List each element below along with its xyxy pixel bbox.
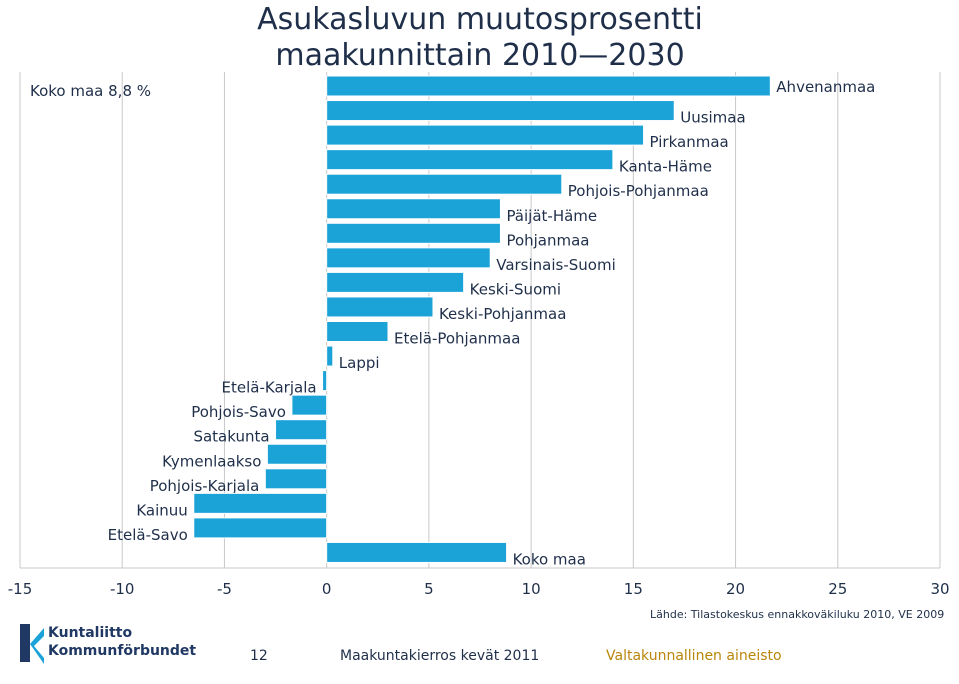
bar bbox=[193, 492, 328, 514]
footer-tag: Valtakunnallinen aineisto bbox=[606, 648, 782, 664]
category-label: Etelä-Pohjanmaa bbox=[394, 330, 520, 348]
category-label: Keski-Pohjanmaa bbox=[439, 305, 566, 323]
category-label: Keski-Suomi bbox=[470, 280, 561, 298]
x-tick-label: 20 bbox=[726, 580, 745, 598]
x-tick-label: -15 bbox=[8, 580, 33, 598]
bar bbox=[326, 124, 645, 146]
bar bbox=[266, 443, 328, 465]
footer-page-number: 12 bbox=[250, 648, 268, 664]
category-label: Ahvenanmaa bbox=[776, 78, 875, 96]
x-tick-label: 5 bbox=[424, 580, 434, 598]
logo-mark-icon bbox=[20, 624, 44, 664]
category-label: Pohjois-Karjala bbox=[150, 477, 260, 495]
bar bbox=[275, 419, 328, 441]
category-label: Etelä-Savo bbox=[108, 526, 188, 544]
source-note: Lähde: Tilastokeskus ennakkoväkiluku 201… bbox=[650, 608, 945, 621]
category-label: Pohjanmaa bbox=[506, 231, 589, 249]
bar bbox=[326, 173, 563, 195]
category-label: Pohjois-Pohjanmaa bbox=[568, 182, 709, 200]
x-tick-label: 25 bbox=[828, 580, 847, 598]
category-label: Pirkanmaa bbox=[650, 133, 729, 151]
x-tick-label: 30 bbox=[930, 580, 949, 598]
bar bbox=[326, 198, 501, 220]
category-label: Etelä-Karjala bbox=[222, 379, 317, 397]
bar bbox=[326, 222, 501, 244]
category-label: Koko maa bbox=[513, 550, 586, 568]
bar bbox=[326, 345, 334, 367]
title-line-1: Asukasluvun muutosprosentti bbox=[257, 2, 703, 37]
bar bbox=[326, 541, 508, 563]
title-line-2: maakunnittain 2010—2030 bbox=[275, 38, 685, 73]
bar bbox=[326, 321, 389, 342]
x-tick-label: 10 bbox=[522, 580, 541, 598]
bar bbox=[326, 247, 491, 269]
bar bbox=[326, 271, 465, 293]
logo-line-2: Kommunförbundet bbox=[48, 643, 197, 659]
bar bbox=[326, 149, 614, 171]
bar bbox=[322, 370, 328, 392]
category-label: Päijät-Häme bbox=[506, 207, 597, 225]
footer-event: Maakuntakierros kevät 2011 bbox=[340, 648, 540, 664]
logo-line-1: Kuntaliitto bbox=[48, 625, 133, 641]
x-tick-label: 0 bbox=[322, 580, 332, 598]
bar bbox=[326, 100, 675, 122]
category-label: Pohjois-Savo bbox=[191, 403, 286, 421]
category-label: Kanta-Häme bbox=[619, 158, 712, 176]
kuntaliitto-logo: Kuntaliitto Kommunförbundet bbox=[18, 622, 196, 666]
x-tick-label: -5 bbox=[217, 580, 232, 598]
x-tick-label: 15 bbox=[624, 580, 643, 598]
bar bbox=[326, 75, 771, 97]
category-label: Lappi bbox=[339, 354, 380, 372]
bar bbox=[291, 394, 328, 416]
bar bbox=[326, 296, 434, 318]
bar bbox=[193, 517, 328, 539]
category-label: Uusimaa bbox=[680, 109, 745, 127]
category-label: Kainuu bbox=[136, 501, 187, 519]
chart-title: Asukasluvun muutosprosentti maakunnittai… bbox=[200, 2, 760, 74]
bar bbox=[264, 468, 328, 490]
category-label: Varsinais-Suomi bbox=[496, 256, 616, 274]
category-label: Satakunta bbox=[193, 428, 269, 446]
x-tick-label: -10 bbox=[110, 580, 135, 598]
koko-maa-note: Koko maa 8,8 % bbox=[30, 82, 152, 100]
category-label: Kymenlaakso bbox=[162, 452, 261, 470]
